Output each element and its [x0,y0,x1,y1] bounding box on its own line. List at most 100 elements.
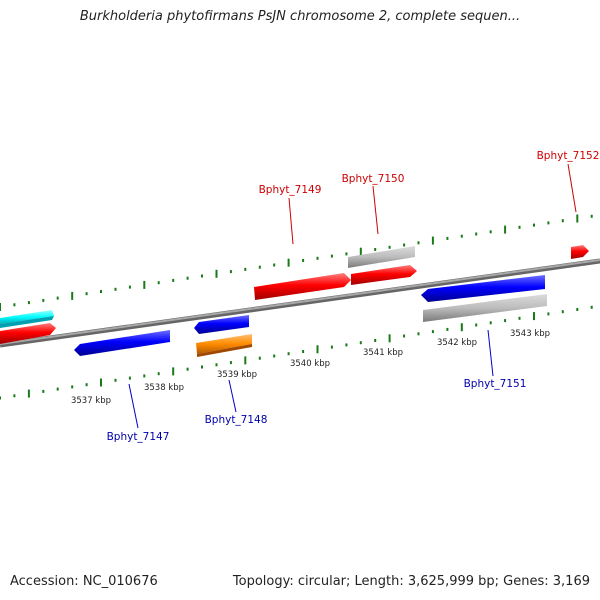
lower-track-minor-tick [504,319,507,323]
upper-track-minor-tick [13,303,16,307]
lower-track-minor-tick [518,316,521,320]
ruler-label-3543: 3543 kbp [510,329,550,339]
upper-track-major-tick [576,214,579,223]
upper-track-minor-tick [157,281,160,285]
lower-track-minor-tick [56,387,59,391]
feature-red-left[interactable] [0,323,56,344]
gene-label-bphyt-7152[interactable]: Bphyt_7152 [537,150,600,162]
upper-track-minor-tick [201,274,203,278]
upper-track-major-tick [71,291,74,300]
upper-track-minor-tick [56,296,59,300]
upper-track-minor-tick [345,252,348,256]
upper-track-minor-tick [27,301,30,305]
feature-blue-7151[interactable] [421,275,545,302]
lower-track-minor-tick [201,365,203,369]
lower-track-minor-tick [417,332,420,336]
upper-track-minor-tick [590,214,593,218]
feature-gray-7151[interactable] [423,294,547,322]
feature-blue-7147[interactable] [74,330,170,356]
feature-red-7149[interactable] [254,273,351,300]
lower-track-minor-tick [258,356,261,360]
gene-label-bphyt-7148[interactable]: Bphyt_7148 [205,414,268,426]
upper-track-minor-tick [417,241,420,245]
sequence-axis [0,258,600,348]
lower-track-minor-tick [71,385,74,389]
gene-label-bphyt-7150[interactable]: Bphyt_7150 [342,173,405,185]
lower-track-minor-tick [186,367,189,371]
lower-track-minor-tick [489,321,492,325]
lower-track-major-tick [244,356,247,365]
gene-label-bphyt-7149[interactable]: Bphyt_7149 [259,184,322,196]
upper-track-minor-tick [172,278,175,282]
feature-red-7152[interactable] [571,245,589,259]
upper-track-major-tick [143,280,146,289]
upper-track-minor-tick [100,290,102,293]
upper-tick-track [0,214,593,311]
gene-label-bphyt-7147[interactable]: Bphyt_7147 [107,431,170,443]
upper-track-minor-tick [388,245,391,249]
upper-track-minor-tick [533,223,535,227]
lower-track-minor-tick [287,352,290,356]
gene-labels: Bphyt_7147 Bphyt_7148 Bphyt_7149 Bphyt_7… [107,150,600,443]
ruler-label-3541: 3541 kbp [363,348,403,358]
upper-track-minor-tick [229,270,232,274]
ruler-label-3542: 3542 kbp [437,338,477,348]
upper-track-minor-tick [547,221,550,225]
lower-track-minor-tick [128,376,131,380]
upper-track-minor-tick [42,298,45,302]
ruler-label-3537: 3537 kbp [71,396,111,406]
lower-track-minor-tick [475,323,478,327]
lower-track-major-tick [316,345,319,354]
upper-track-minor-tick [244,267,247,271]
upper-track-minor-tick [403,243,406,247]
upper-track-minor-tick [258,265,261,269]
lower-track-minor-tick [13,394,16,398]
feature-cyan-left[interactable] [0,310,54,328]
lower-track-major-tick [533,312,535,321]
upper-track-minor-tick [128,285,131,289]
upper-track-minor-tick [475,232,478,236]
lower-track-minor-tick [547,312,550,316]
upper-track-major-tick [431,236,434,245]
feature-orange-7148[interactable] [196,334,252,357]
lower-track-minor-tick [431,330,434,334]
gene-label-bphyt-7151[interactable]: Bphyt_7151 [464,378,527,390]
lower-track-minor-tick [157,372,160,376]
lower-track-major-tick [100,378,102,387]
upper-track-minor-tick [518,225,521,229]
upper-track-minor-tick [561,219,564,223]
ruler-label-3540: 3540 kbp [290,359,330,369]
upper-track-minor-tick [489,230,492,234]
label-leaders [128,163,577,429]
ruler-label-3538: 3538 kbp [144,383,184,393]
lower-track-minor-tick [0,396,1,400]
accession-text: Accession: NC_010676 [10,574,158,589]
upper-track-minor-tick [114,287,117,291]
upper-track-major-tick [215,269,218,278]
topology-stats-text: Topology: circular; Length: 3,625,999 bp… [232,574,590,589]
upper-track-major-tick [287,258,290,267]
feature-gray-7150[interactable] [348,246,415,268]
lower-track-minor-tick [374,339,377,342]
upper-track-minor-tick [302,259,305,262]
lower-track-minor-tick [229,361,232,365]
upper-track-minor-tick [186,276,189,280]
lower-track-minor-tick [114,378,117,382]
upper-track-minor-tick [316,256,319,260]
upper-track-minor-tick [85,292,88,296]
lower-track-minor-tick [446,327,449,331]
feature-blue-7148[interactable] [194,315,249,334]
lower-tick-track [0,305,593,400]
lower-track-minor-tick [403,334,406,338]
lower-track-major-tick [172,367,175,376]
upper-track-minor-tick [330,254,333,258]
lower-track-minor-tick [359,341,362,345]
upper-track-minor-tick [273,263,276,267]
feature-red-7150[interactable] [351,265,417,285]
upper-track-minor-tick [460,234,463,238]
lower-track-minor-tick [345,343,348,347]
lower-track-minor-tick [576,308,579,311]
lower-track-major-tick [27,389,30,398]
